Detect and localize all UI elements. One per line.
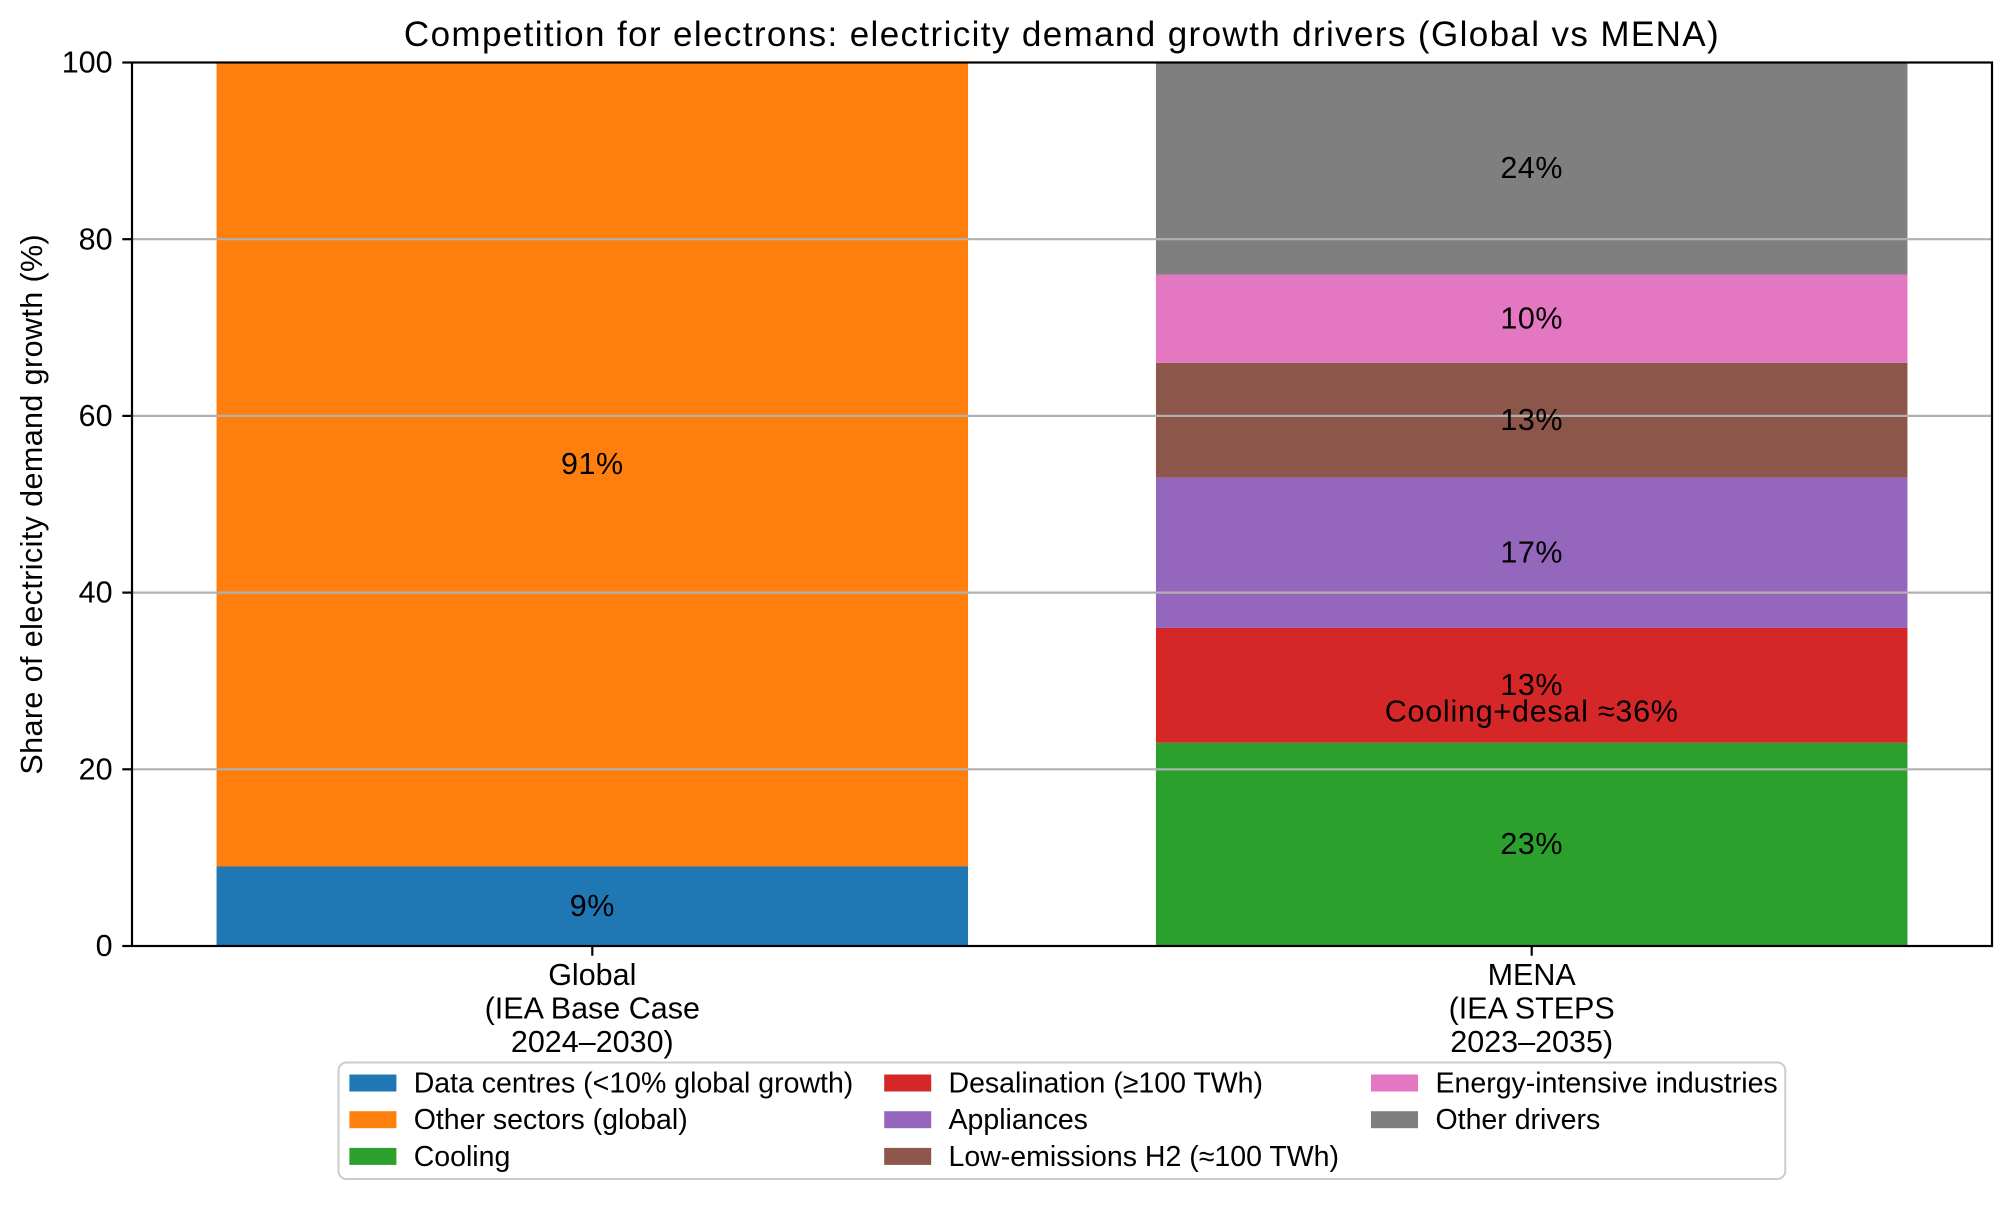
svg-text:Other drivers: Other drivers xyxy=(1436,1104,1601,1136)
svg-text:40: 40 xyxy=(79,576,113,610)
svg-text:Other sectors (global): Other sectors (global) xyxy=(414,1104,688,1136)
svg-text:17%: 17% xyxy=(1500,535,1563,569)
svg-text:Energy-intensive industries: Energy-intensive industries xyxy=(1436,1068,1778,1100)
svg-text:Competition for electrons: ele: Competition for electrons: electricity d… xyxy=(404,15,1720,54)
svg-text:60: 60 xyxy=(79,399,113,433)
svg-text:0: 0 xyxy=(96,929,113,963)
svg-text:2024–2030): 2024–2030) xyxy=(511,1025,674,1059)
svg-text:24%: 24% xyxy=(1500,151,1563,185)
svg-text:23%: 23% xyxy=(1500,827,1563,861)
svg-text:100: 100 xyxy=(62,46,113,80)
svg-text:80: 80 xyxy=(79,222,113,256)
svg-text:Data centres (<10% global grow: Data centres (<10% global growth) xyxy=(414,1068,854,1100)
svg-text:9%: 9% xyxy=(570,889,615,923)
svg-text:(IEA Base Case: (IEA Base Case xyxy=(485,992,700,1026)
svg-text:91%: 91% xyxy=(561,447,624,481)
svg-text:13%: 13% xyxy=(1500,403,1563,437)
svg-text:Desalination (≥100 TWh): Desalination (≥100 TWh) xyxy=(949,1068,1264,1100)
svg-text:Low-emissions H2 (≈100 TWh): Low-emissions H2 (≈100 TWh) xyxy=(949,1141,1339,1173)
svg-text:10%: 10% xyxy=(1500,301,1563,335)
svg-text:(IEA STEPS: (IEA STEPS xyxy=(1449,992,1615,1026)
svg-text:2023–2035): 2023–2035) xyxy=(1450,1025,1613,1059)
svg-text:13%: 13% xyxy=(1500,668,1563,702)
svg-text:Global: Global xyxy=(548,958,636,992)
svg-text:Appliances: Appliances xyxy=(949,1104,1088,1136)
svg-text:20: 20 xyxy=(79,752,113,786)
svg-text:MENA: MENA xyxy=(1488,958,1577,992)
svg-text:Share of electricity demand gr: Share of electricity demand growth (%) xyxy=(15,234,49,775)
svg-text:Cooling+desal ≈36%: Cooling+desal ≈36% xyxy=(1385,695,1679,729)
svg-text:Cooling: Cooling xyxy=(414,1141,511,1173)
